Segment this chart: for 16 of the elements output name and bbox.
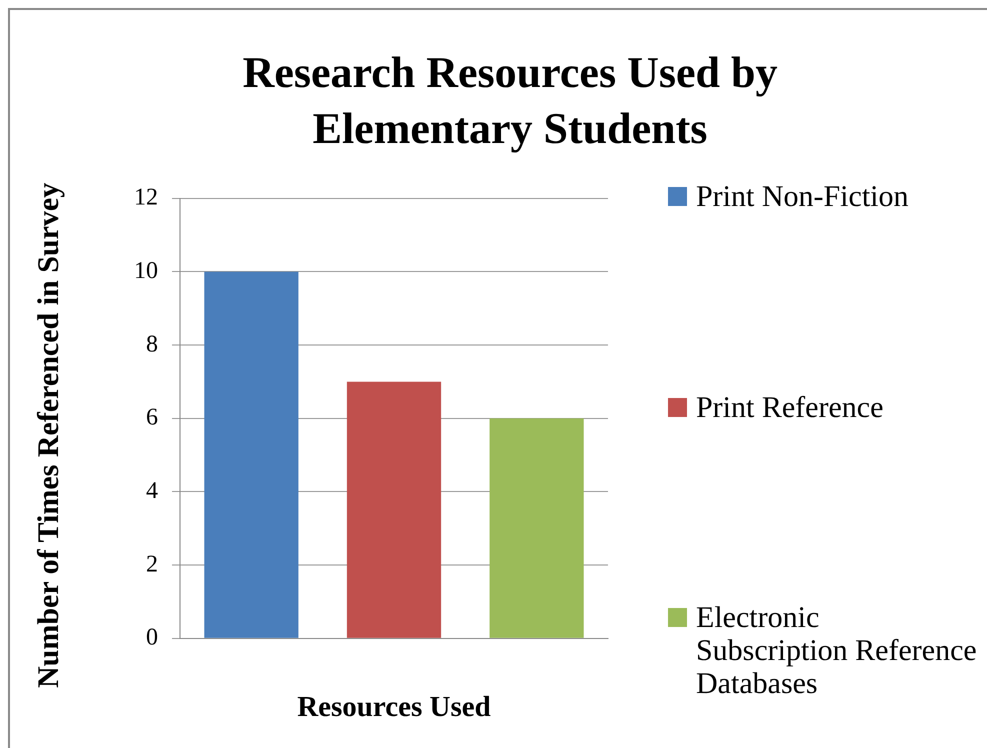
y-tick-label: 6 bbox=[146, 404, 158, 431]
y-tick-label: 8 bbox=[146, 331, 158, 358]
y-tick-label: 12 bbox=[134, 184, 158, 211]
y-tick-label: 0 bbox=[146, 624, 158, 651]
y-tick-label: 2 bbox=[146, 551, 158, 578]
x-axis-title: Resources Used bbox=[297, 691, 491, 724]
bar bbox=[490, 418, 584, 638]
bar bbox=[204, 272, 298, 638]
bar bbox=[346, 382, 442, 638]
y-tick-label: 10 bbox=[134, 258, 158, 284]
legend-label: Electronic Subscription Reference Databases bbox=[696, 601, 978, 700]
y-tick-label: 4 bbox=[146, 478, 158, 504]
legend-label: Print Reference bbox=[696, 390, 884, 424]
legend-label: Print Non-Fiction bbox=[696, 180, 909, 213]
chart-title: Research Resources Used by Elementary Students bbox=[242, 47, 778, 155]
y-axis-title: Number of Times Referenced in Survey bbox=[31, 181, 66, 690]
